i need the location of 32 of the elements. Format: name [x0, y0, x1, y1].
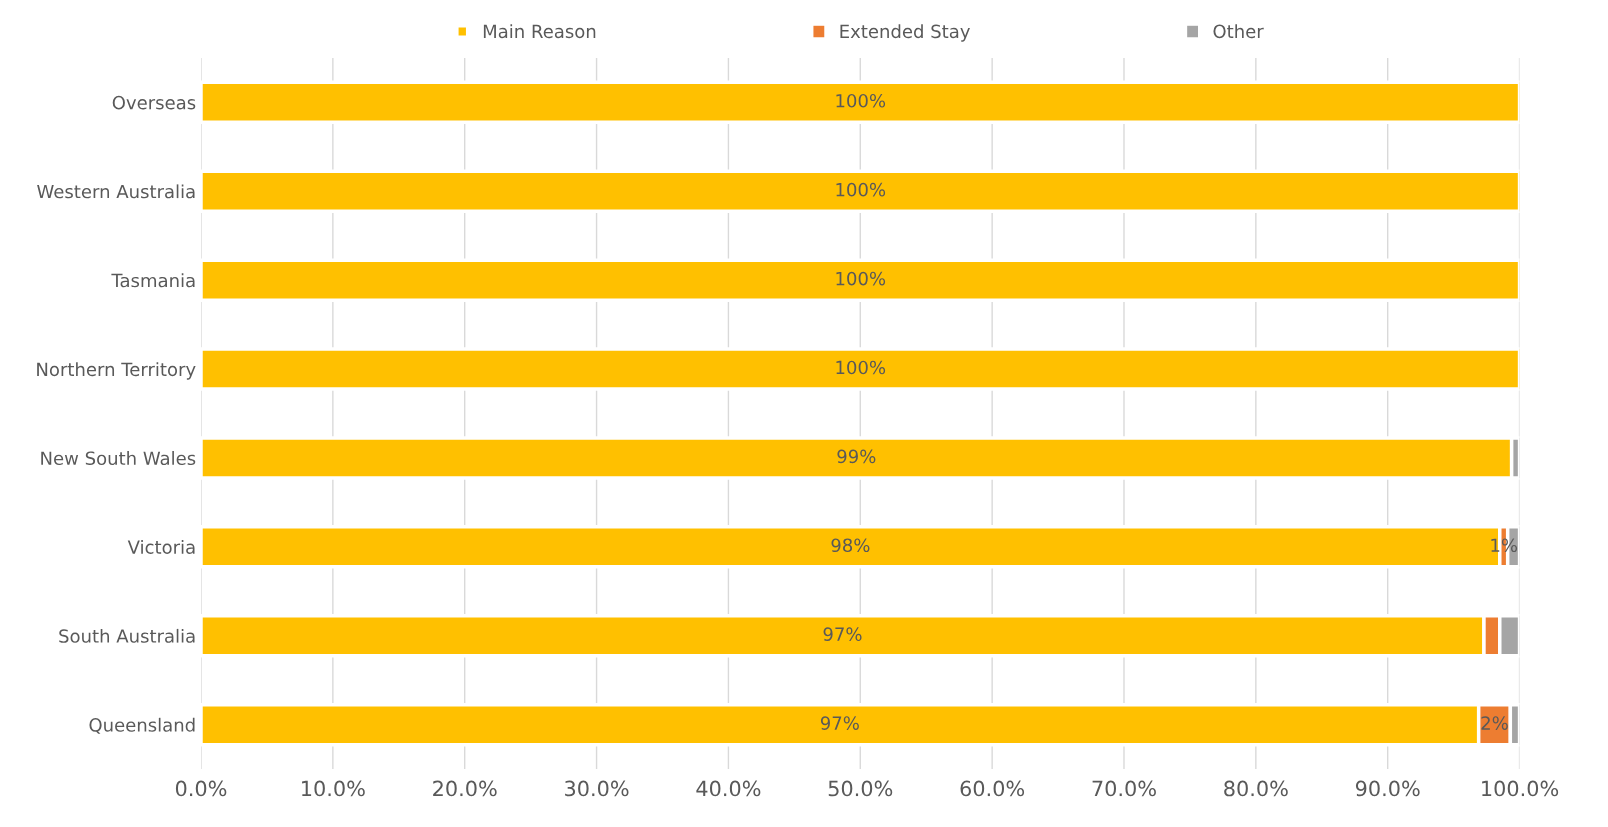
x-tick-label: 80.0% — [1224, 780, 1288, 797]
y-tick-label: Overseas — [112, 95, 196, 110]
y-tick-label: Victoria — [127, 539, 195, 554]
x-tick-label: 70.0% — [1092, 780, 1156, 797]
x-tick-label: 10.0% — [302, 780, 365, 797]
x-tick-label: 40.0% — [696, 780, 761, 797]
data-label: 2% — [1481, 716, 1508, 730]
data-label: 100% — [836, 182, 886, 197]
x-tick-label: 20.0% — [433, 780, 497, 797]
x-tick-label: 0.0% — [175, 780, 227, 797]
data-label: 100% — [836, 271, 886, 286]
data-label: 98% — [831, 538, 870, 553]
data-label: 100% — [836, 360, 886, 375]
x-tick-label: 100.0% — [1482, 780, 1559, 797]
x-tick-label: 90.0% — [1355, 780, 1420, 797]
data-label: 97% — [820, 716, 859, 730]
legend-label: Main Reason — [483, 24, 596, 39]
data-label: 99% — [837, 449, 876, 464]
legend-label: Other — [1213, 24, 1264, 39]
data-label: 100% — [836, 93, 886, 108]
y-tick-label: New South Wales — [41, 451, 196, 466]
y-tick-label: Tasmania — [111, 273, 195, 288]
legend-label: Extended Stay — [840, 24, 970, 42]
y-tick-label: Western Australia — [37, 184, 195, 199]
y-tick-label: Queensland — [89, 717, 195, 734]
x-tick-label: 60.0% — [960, 780, 1025, 797]
data-label: 97% — [823, 627, 862, 641]
y-tick-label: Northern Territory — [37, 362, 196, 380]
x-tick-label: 30.0% — [565, 780, 629, 797]
data-label: 1% — [1491, 538, 1518, 553]
x-tick-label: 50.0% — [828, 780, 893, 797]
y-tick-label: South Australia — [59, 628, 195, 643]
